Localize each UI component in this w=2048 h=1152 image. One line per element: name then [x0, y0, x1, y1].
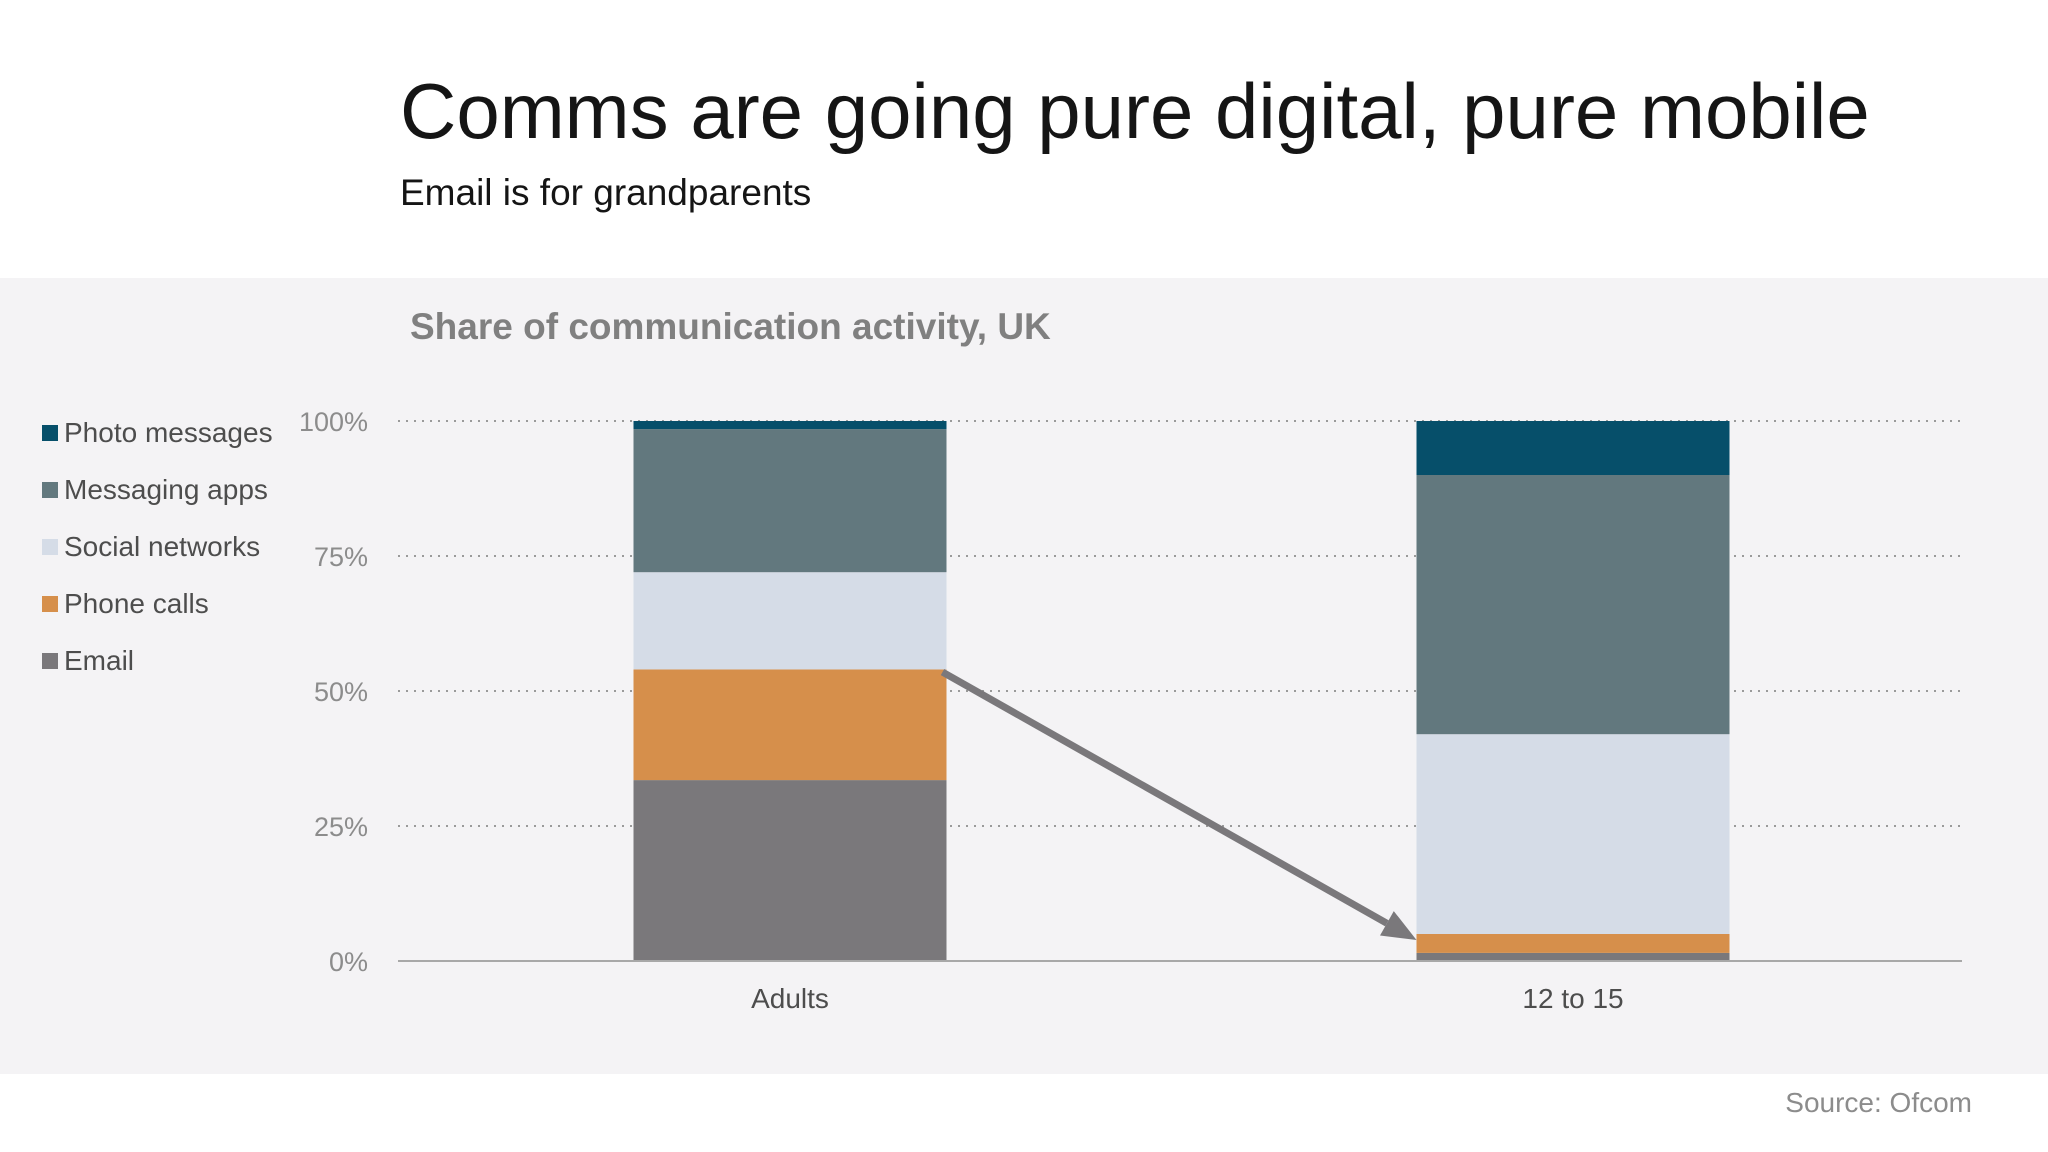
- y-tick-label: 100%: [299, 407, 368, 437]
- legend-item-email: Email: [42, 632, 273, 689]
- legend-swatch: [42, 424, 58, 441]
- y-tick-label: 75%: [314, 542, 368, 572]
- bar-adults-phone-calls: [633, 669, 947, 781]
- source-note: Source: Ofcom: [1785, 1087, 1972, 1118]
- bar-12-to-15-email: [1416, 952, 1730, 961]
- bar-adults-social-networks: [633, 572, 947, 670]
- bar-12-to-15-social-networks: [1416, 734, 1730, 934]
- trend-arrow-head: [1380, 911, 1417, 940]
- legend-swatch: [42, 652, 58, 669]
- bar-adults-email: [633, 780, 947, 961]
- x-tick-label: Adults: [751, 983, 829, 1014]
- bar-adults-photo-messages: [633, 421, 947, 430]
- legend-label: Social networks: [64, 530, 261, 562]
- legend-swatch: [42, 595, 58, 612]
- legend-label: Messaging apps: [64, 473, 268, 505]
- y-tick-label: 25%: [314, 812, 368, 842]
- legend-label: Phone calls: [64, 587, 209, 619]
- page-title: Comms are going pure digital, pure mobil…: [400, 67, 1870, 155]
- page-subtitle: Email is for grandparents: [400, 172, 812, 213]
- legend-item-phone-calls: Phone calls: [42, 575, 273, 632]
- legend-swatch: [42, 538, 58, 555]
- legend-swatch: [42, 481, 58, 498]
- chart-legend: Photo messages Messaging apps Social netwo…: [42, 404, 273, 689]
- y-tick-label: 50%: [314, 677, 368, 707]
- bar-adults-messaging-apps: [633, 429, 947, 573]
- chart-title: Share of communication activity, UK: [410, 306, 1051, 347]
- legend-item-messaging-apps: Messaging apps: [42, 461, 273, 518]
- bar-12-to-15-photo-messages: [1416, 421, 1730, 475]
- x-tick-label: 12 to 15: [1522, 983, 1623, 1014]
- y-tick-label: 0%: [329, 947, 368, 977]
- legend-item-photo-messages: Photo messages: [42, 404, 273, 461]
- legend-item-social-networks: Social networks: [42, 518, 273, 575]
- trend-arrow-line: [940, 669, 1389, 927]
- bar-12-to-15-messaging-apps: [1416, 475, 1730, 735]
- legend-label: Email: [64, 644, 135, 676]
- legend-label: Photo messages: [64, 416, 273, 448]
- bar-12-to-15-phone-calls: [1416, 934, 1730, 953]
